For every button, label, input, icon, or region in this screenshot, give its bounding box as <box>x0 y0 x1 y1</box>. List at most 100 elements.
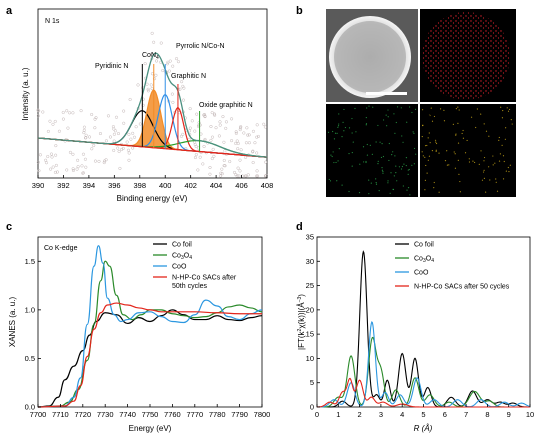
nitrogen-dot <box>337 160 339 162</box>
nitrogen-dot <box>351 151 353 154</box>
raw-data-point <box>194 152 198 157</box>
raw-data-point <box>76 158 80 162</box>
cobalt-dot <box>506 107 508 109</box>
raw-data-point <box>92 143 96 148</box>
raw-data-point <box>190 119 194 123</box>
con4-label: CoN4 <box>142 52 159 61</box>
cobalt-dot <box>478 163 480 165</box>
raw-data-point <box>49 152 53 156</box>
cobalt-dot <box>483 160 485 162</box>
nitrogen-dot <box>344 126 347 129</box>
raw-data-point <box>238 128 242 132</box>
nitrogen-dot <box>411 164 413 166</box>
nitrogen-dot <box>390 172 392 174</box>
raw-data-point <box>202 144 206 149</box>
peak-markers <box>141 64 201 152</box>
raw-data-point <box>131 131 135 135</box>
cobalt-dot <box>421 135 423 138</box>
cobalt-dot <box>483 156 486 159</box>
panel-label-a: a <box>6 5 13 17</box>
nitrogen-dot <box>343 130 345 132</box>
raw-data-point <box>112 148 116 152</box>
nitrogen-dot <box>348 190 350 193</box>
nitrogen-dot <box>413 147 416 150</box>
legend-label-co-foil: Co foil <box>172 242 192 249</box>
raw-data-point <box>210 135 215 139</box>
raw-data-point <box>247 133 251 137</box>
cobalt-dot <box>492 164 494 166</box>
nitrogen-dot <box>405 157 408 159</box>
nitrogen-dot <box>413 163 415 165</box>
raw-data-point <box>203 137 207 141</box>
cobalt-dot <box>482 171 485 173</box>
raw-data-point <box>193 155 197 160</box>
nitrogen-dot <box>365 116 367 119</box>
cobalt-dot <box>472 160 474 162</box>
nitrogen-dot <box>381 169 384 171</box>
cobalt-dot <box>425 164 427 167</box>
nitrogen-dot <box>328 178 330 181</box>
nitrogen-dot <box>413 132 415 134</box>
cobalt-dot <box>494 162 496 164</box>
raw-data-point <box>90 147 94 151</box>
raw-data-point <box>104 158 108 162</box>
cobalt-signal <box>421 106 513 193</box>
raw-data-point <box>118 166 122 170</box>
nitrogen-dot <box>348 152 350 155</box>
x-axis-ticks: 390 392 394 396 398 400 402 404 406 408 <box>32 175 273 190</box>
nitrogen-dot <box>406 189 408 191</box>
cobalt-dot <box>470 116 473 118</box>
nitrogen-dot <box>359 163 361 165</box>
raw-data-point <box>57 129 61 133</box>
raw-data-point <box>239 126 243 130</box>
raw-data-point <box>71 167 75 171</box>
raw-data-point <box>79 109 83 113</box>
raw-data-point <box>94 116 98 120</box>
raw-data-point <box>93 126 97 130</box>
raw-data-point <box>106 114 111 118</box>
nitrogen-dot <box>348 127 351 129</box>
carbon-map-label: C <box>424 17 429 24</box>
nitrogen-dot <box>409 194 411 196</box>
x-tick-label: 7 <box>464 410 468 419</box>
cobalt-dot <box>499 153 502 155</box>
cobalt-dot <box>431 120 434 122</box>
x-tick-label: 4 <box>400 410 404 419</box>
cobalt-dot <box>464 152 467 154</box>
cobalt-dot <box>455 134 457 136</box>
x-tick-label: 2 <box>358 410 362 419</box>
raw-data-point <box>237 174 241 178</box>
raw-data-point <box>53 119 57 123</box>
nitrogen-dot <box>381 166 383 169</box>
raw-data-point <box>247 141 251 145</box>
envelope-curve <box>37 52 268 158</box>
nitrogen-dot <box>388 142 390 145</box>
legend-label-co3o4: Co3O4 <box>172 253 192 262</box>
y-tick-label: 30 <box>306 257 314 266</box>
nitrogen-dot <box>329 180 332 182</box>
nitrogen-dot <box>402 141 404 143</box>
cobalt-dot <box>480 150 482 152</box>
nitrogen-dot <box>392 188 394 190</box>
nitrogen-dot <box>411 111 413 114</box>
x-tick-label: 7790 <box>231 410 248 419</box>
xanes-curves <box>37 245 263 408</box>
raw-data-point <box>188 126 192 130</box>
cobalt-dot <box>509 164 511 166</box>
cobalt-dot <box>466 139 468 142</box>
x-tick-label: 7770 <box>186 410 203 419</box>
raw-data-point <box>146 87 150 91</box>
nitrogen-dot <box>337 125 340 127</box>
raw-data-point <box>80 164 84 168</box>
raw-data-point <box>246 173 250 177</box>
x-tick-label: 9 <box>507 410 511 419</box>
raw-data-point <box>212 112 217 116</box>
x-tick-label: 7760 <box>164 410 181 419</box>
exafs-curves <box>316 250 531 408</box>
cobalt-dot <box>476 108 478 110</box>
cobalt-dot <box>488 135 490 137</box>
nitrogen-dot <box>393 175 395 177</box>
raw-data-point <box>159 41 163 45</box>
cobalt-dot <box>502 178 505 180</box>
raw-data-point <box>81 152 86 156</box>
